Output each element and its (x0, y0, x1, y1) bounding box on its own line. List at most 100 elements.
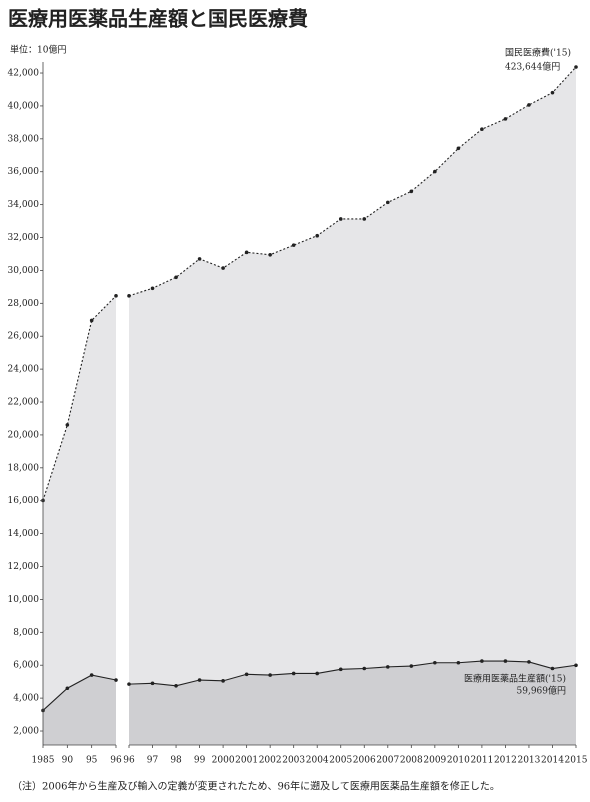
y-tick-label: 24,000 (8, 365, 40, 375)
area (43, 295, 116, 745)
point (89, 318, 94, 323)
point (127, 682, 131, 686)
point (480, 659, 484, 663)
point (221, 266, 225, 270)
x-tick-label: 2004 (306, 756, 329, 766)
x-tick-label: 2000 (212, 756, 235, 766)
y-tick-label: 36,000 (8, 167, 40, 177)
point (150, 681, 155, 686)
line (128, 66, 577, 297)
point (114, 294, 118, 298)
x-tick-label: 2010 (447, 756, 470, 766)
point (221, 679, 225, 683)
x-tick-label: 1985 (32, 756, 55, 766)
point (385, 200, 390, 205)
y-tick-label: 28,000 (8, 299, 40, 309)
x-tick-label: 97 (147, 756, 159, 766)
x-tick-label: 2007 (376, 756, 399, 766)
line (42, 674, 117, 711)
point (127, 294, 131, 298)
point (315, 671, 320, 676)
area (129, 67, 576, 745)
point (527, 103, 531, 107)
point (550, 666, 555, 671)
point (338, 217, 343, 221)
point (456, 146, 461, 151)
point (244, 250, 249, 255)
area (129, 661, 576, 745)
note: （注）2006年から生産及び輸入の定義が変更されたため、96年に遡及して医療用医… (12, 780, 500, 793)
y-tick-label: 22,000 (8, 398, 40, 408)
point (268, 252, 272, 257)
point (433, 660, 437, 665)
point (315, 233, 320, 238)
point (385, 665, 390, 669)
x-tick-label: 99 (194, 756, 206, 766)
line (42, 295, 117, 501)
point (291, 671, 296, 676)
x-tick-label: 2006 (353, 756, 376, 766)
y-tick-label: 16,000 (8, 496, 40, 506)
y-tick-label: 26,000 (8, 332, 40, 342)
point (65, 423, 70, 427)
point (433, 169, 437, 174)
point (480, 127, 484, 131)
line (128, 660, 577, 687)
y-tick-label: 18,000 (8, 463, 40, 473)
x-tick-label: 2008 (400, 756, 423, 766)
point (65, 686, 70, 691)
point (574, 65, 578, 69)
point (362, 666, 367, 671)
y-tick-label: 8,000 (13, 628, 39, 638)
point (574, 663, 578, 668)
y-tick-label: 38,000 (8, 134, 40, 144)
point (89, 673, 94, 677)
x-tick-label: 96 (123, 756, 135, 766)
area (43, 675, 116, 745)
x-tick-label: 96 (110, 756, 122, 766)
chart-title: 医療用医薬品生産額と国民医療費 (8, 7, 308, 31)
point (197, 257, 202, 261)
point (174, 683, 178, 688)
point (150, 286, 155, 291)
point (197, 678, 202, 682)
point (291, 243, 296, 247)
point (503, 659, 508, 663)
point (362, 217, 367, 221)
point (174, 275, 178, 280)
point (409, 189, 414, 194)
x-tick-label: 2009 (423, 756, 446, 766)
point (409, 664, 414, 668)
x-tick-label: 2013 (517, 756, 540, 766)
point (244, 672, 249, 677)
y-tick-label: 32,000 (8, 233, 40, 243)
y-tick-label: 40,000 (8, 101, 40, 111)
x-tick-label: 2001 (235, 756, 258, 766)
annotation: 59,969億円 (517, 685, 567, 697)
point (268, 673, 272, 677)
point (527, 660, 531, 664)
y-tick-label: 30,000 (8, 266, 40, 276)
x-tick-label: 98 (170, 756, 182, 766)
point (114, 678, 118, 682)
y-tick-label: 2,000 (13, 727, 39, 737)
y-tick-label: 4,000 (13, 694, 39, 704)
x-tick-label: 2011 (470, 756, 493, 766)
y-tick-label: 20,000 (8, 430, 40, 440)
point (456, 660, 461, 665)
x-tick-label: 2002 (259, 756, 282, 766)
y-tick-label: 12,000 (8, 562, 40, 572)
annotation: 国民医療費('15) (505, 47, 571, 59)
x-tick-label: 2003 (282, 756, 305, 766)
y-tick-label: 14,000 (8, 529, 40, 539)
y-tick-label: 10,000 (8, 595, 40, 605)
x-tick-label: 2012 (494, 756, 517, 766)
y-tick-label: 42,000 (8, 69, 40, 79)
unit-label: 単位：10億円 (10, 44, 66, 56)
y-tick-label: 34,000 (8, 200, 40, 210)
x-tick-label: 2015 (565, 756, 588, 766)
point (550, 90, 555, 95)
y-tick-label: 6,000 (13, 661, 39, 671)
